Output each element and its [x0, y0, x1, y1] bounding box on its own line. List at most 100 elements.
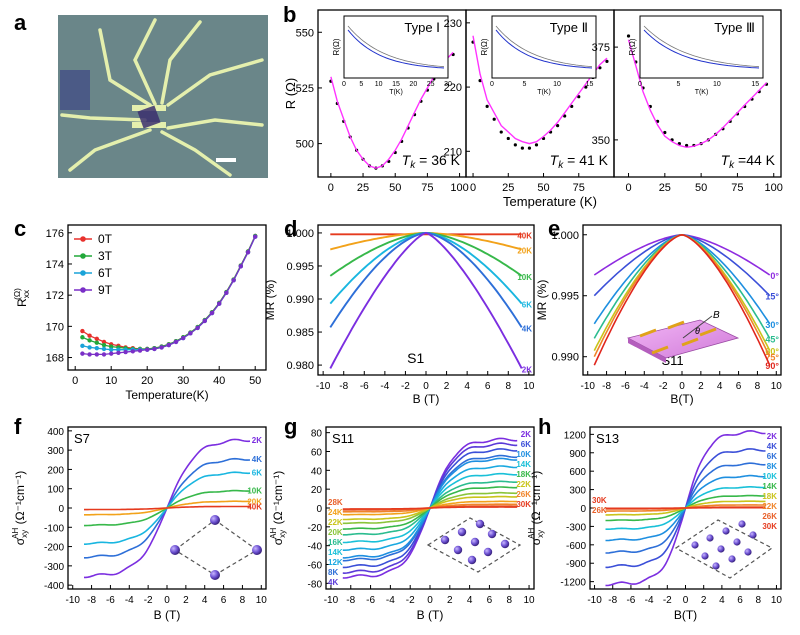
panel-g-left-series-label: 22K [328, 518, 343, 527]
panel-g-right-series-label: 30K [516, 500, 531, 509]
panel-c-xtick-label: 50 [249, 375, 261, 387]
panel-h-series-label: 22K [762, 502, 777, 511]
panel-e-xtick-label: 8 [755, 381, 761, 392]
panel-b2-data-point [556, 124, 560, 128]
panel-b2-xtick-label: 0 [470, 182, 476, 194]
panel-g-ytick-label: 80 [311, 429, 323, 440]
panel-h-ytick-label: 1200 [564, 430, 587, 441]
panel-c-data-point [173, 339, 179, 345]
panel-h-series-label: 14K [762, 482, 777, 491]
panel-d-ylabel: MR (%) [263, 280, 277, 321]
panel-f-xtick-label: -2 [144, 595, 153, 606]
panel-c-data-point [145, 347, 150, 352]
panel-h-xtick-label: -6 [626, 595, 635, 606]
panel-f-ytick-label: -400 [44, 581, 64, 592]
panel-d-xtick-label: 4 [464, 381, 470, 392]
panel-b3-ytick-label: 350 [592, 135, 610, 147]
panel-c-data-point [80, 343, 85, 349]
panel-h-unit-cell [674, 519, 774, 579]
panel-letter-e: e [548, 216, 560, 241]
panel-b1-inset-fit-curve [347, 25, 445, 68]
panel-h-xtick-label: -2 [663, 595, 672, 606]
panel-b2-data-point [534, 143, 539, 147]
panel-e-contact [651, 345, 669, 355]
panel-b2-data-point [492, 117, 496, 121]
panel-d-xtick-label: -4 [380, 381, 389, 392]
panel-b1-inset-xtick-label: 25 [427, 81, 435, 88]
panel-c-data-point [188, 331, 193, 336]
panel-c-legend-marker [80, 287, 86, 293]
panel-d-xtick-label: 10 [523, 381, 535, 392]
panel-g-left-series-label: 4K [328, 578, 338, 587]
panel-f-xtick-label: -10 [65, 595, 80, 606]
panel-e-xtick-label: -6 [621, 381, 630, 392]
panel-d-series-label: 4K [522, 324, 532, 333]
panel-c-ytick-label: 172 [46, 290, 64, 302]
panel-g-right-series-label: 10K [516, 450, 531, 459]
panel-g-xtick-label: -2 [406, 595, 415, 606]
panel-g-left-series-label: 8K [328, 568, 338, 577]
panel-b2-xtick-label: 75 [573, 182, 585, 194]
panel-e-field-label: B [713, 310, 720, 321]
panel-g-xtick-label: 8 [506, 595, 512, 606]
panel-e-slab-side [628, 338, 666, 363]
panel-b2-tk-annotation: Tk = 41 K [550, 152, 609, 171]
panel-g-ylabel: σxyAH (Ω⁻¹cm⁻¹) [269, 471, 287, 545]
panel-g-atom [457, 527, 467, 537]
panel-f-atom [210, 570, 220, 580]
panel-b-xlabel: Temperature (K) [503, 194, 597, 209]
panel-f-xtick-label: 4 [202, 595, 208, 606]
panel-f-ytick-label: 300 [47, 446, 64, 457]
panel-b3-fit-line [627, 39, 768, 149]
panel-d-series-line [329, 231, 523, 305]
panel-b1-inset-xtick-label: 0 [342, 81, 346, 88]
panel-b1-xtick-label: 0 [328, 182, 334, 194]
panel-h-ytick-label: -900 [566, 559, 586, 570]
panel-c-xtick-label: 40 [213, 375, 225, 387]
panel-d-series-line [329, 231, 523, 369]
panel-e-series-label: 75° [765, 353, 779, 363]
panel-d-xtick-label: 8 [506, 381, 512, 392]
panel-b1-inset-title: Type Ⅰ [404, 20, 440, 35]
panel-g-ytick-label: -60 [308, 561, 323, 572]
panel-f-xtick-label: 6 [221, 595, 227, 606]
panel-b2-ytick-label: 210 [444, 146, 462, 158]
panel-c-data-point [238, 264, 243, 269]
panel-e-series-label: 15° [765, 292, 779, 302]
panel-h-atom [722, 527, 730, 535]
panel-g-xtick-label: 6 [487, 595, 493, 606]
panel-c-ytick-label: 174 [46, 259, 64, 271]
panel-d-series-label: 2K [522, 365, 532, 374]
panel-c-legend-label: 6T [98, 266, 113, 280]
panel-c-ytick-label: 170 [46, 321, 64, 333]
panel-c-ylabel: Rxx(Ω) [12, 288, 31, 307]
panel-c-xtick-label: 20 [141, 375, 153, 387]
panel-b2-data-point [513, 143, 517, 147]
panel-g-atom [487, 529, 497, 539]
panel-g-ytick-label: -80 [308, 579, 323, 590]
panel-c-data-point [109, 344, 114, 349]
panel-e-series-label: 60° [765, 347, 779, 357]
panel-e-xtick-label: -8 [602, 381, 611, 392]
panel-b2-xtick-label: 25 [502, 182, 514, 194]
panel-d-ytick-label: 1.000 [286, 228, 314, 240]
panel-b1-ytick-label: 525 [296, 83, 314, 95]
panel-letter-a: a [14, 10, 27, 35]
panel-d-ytick-label: 0.985 [286, 327, 314, 339]
panel-e-xtick-label: -2 [659, 381, 668, 392]
panel-b3-inset-ylabel: R(Ω) [628, 38, 637, 55]
panel-g-xtick-label: -10 [324, 595, 339, 606]
panel-c-data-point [166, 342, 171, 348]
panel-g-right-series-label: 14K [516, 460, 531, 469]
panel-b1-xtick-label: 100 [450, 182, 468, 194]
panel-d-ytick-label: 0.995 [286, 261, 314, 273]
panel-b2-ytick-label: 220 [444, 82, 462, 94]
panel-f-ytick-label: -100 [44, 523, 64, 534]
panel-letter-d: d [284, 216, 297, 241]
panel-b2-data-point [563, 114, 567, 118]
panel-b3-inset-xtick-label: 10 [713, 81, 721, 88]
panel-h-xtick-label: -8 [608, 595, 617, 606]
panel-b1-ytick-label: 500 [296, 139, 314, 151]
panel-f-xtick-label: -4 [125, 595, 134, 606]
panel-c-legend-label: 0T [98, 232, 113, 246]
